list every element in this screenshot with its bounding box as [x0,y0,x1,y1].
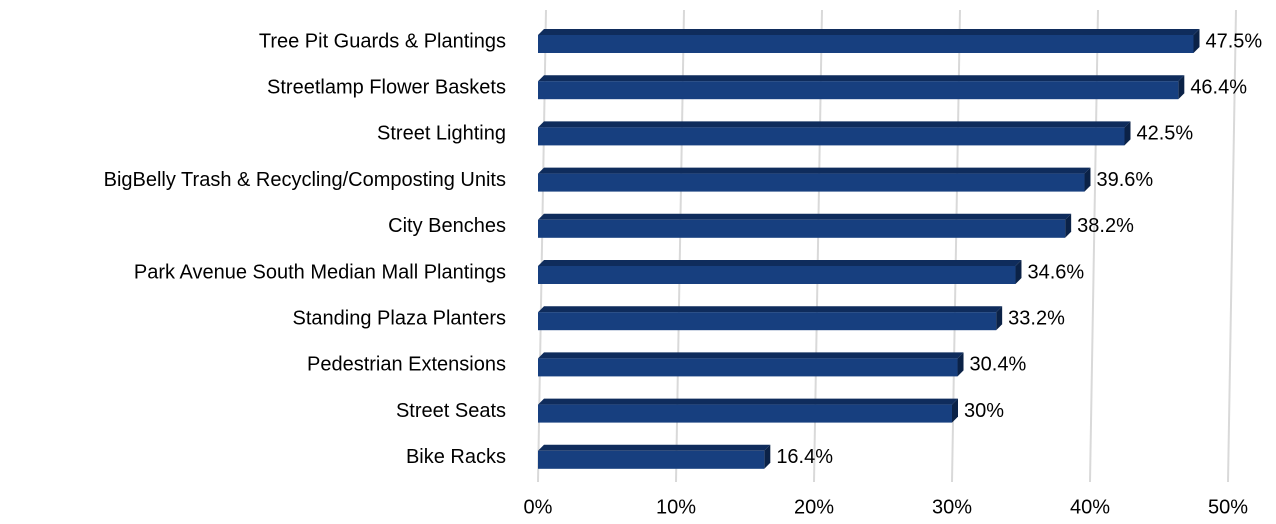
gridline-50 [1227,9,1237,483]
bar-front-face [538,127,1125,146]
bar-side-face [952,398,958,423]
bar-top-face [538,352,964,359]
value-label: 30% [964,400,1004,422]
bar-top-face [538,444,771,451]
bar [538,398,958,423]
bar-side-face [1178,75,1185,100]
bar-side-face [1084,167,1091,192]
bar-side-face [764,444,771,469]
bar-top-face [538,306,1003,313]
bar [538,29,1200,53]
bar-top-face [538,29,1200,35]
x-tick-label: 10% [656,496,696,518]
category-label: Street Seats [396,400,506,422]
bar-top-face [538,260,1022,266]
value-label: 30.4% [970,354,1027,376]
bar-front-face [538,266,1016,284]
bar [538,444,771,469]
bar-top-face [538,398,958,405]
category-label: BigBelly Trash & Recycling/Composting Un… [104,169,506,191]
bar-side-face [957,352,964,377]
bar [538,167,1091,192]
bar-top-face [538,167,1091,174]
bar-top-face [538,213,1072,220]
value-label: 47.5% [1206,30,1263,52]
bar [538,352,964,377]
bar [538,75,1185,100]
value-label: 38.2% [1077,215,1134,237]
category-label: Standing Plaza Planters [293,307,506,329]
value-label: 16.4% [776,446,833,468]
bar-front-face [538,81,1179,100]
value-label: 34.6% [1027,261,1084,283]
bar-front-face [538,219,1066,238]
bar-side-face [1015,260,1022,284]
bar-side-face [1193,29,1200,53]
bar-front-face [538,173,1085,192]
x-axis-ticks: 0% 10% 20% 30% 40% 50% [524,496,1249,518]
bar-front-face [538,358,958,377]
bar-front-face [538,404,952,423]
category-label: City Benches [388,215,506,237]
bar-front-face [538,35,1194,53]
category-label: Tree Pit Guards & Plantings [259,30,506,52]
category-label: Pedestrian Extensions [307,354,506,376]
category-label: Streetlamp Flower Baskets [267,76,506,98]
value-label: 42.5% [1137,123,1194,145]
bar [538,213,1072,238]
value-label: 33.2% [1008,307,1065,329]
x-tick-label: 50% [1208,496,1248,518]
bar-top-face [538,75,1185,82]
bar [538,121,1131,146]
value-label: 46.4% [1190,76,1247,98]
x-tick-label: 20% [794,496,834,518]
x-tick-label: 40% [1070,496,1110,518]
bar-front-face [538,312,997,331]
bar-top-face [538,121,1131,128]
bars [538,29,1200,469]
category-labels: Tree Pit Guards & Plantings Streetlamp Fl… [104,30,506,468]
bar-side-face [996,306,1003,331]
bar [538,260,1022,284]
bar-front-face [538,450,765,469]
x-tick-label: 0% [524,496,553,518]
category-label: Park Avenue South Median Mall Plantings [134,261,506,283]
bar-side-face [1124,121,1131,146]
category-label: Bike Racks [406,446,506,468]
value-labels: 47.5% 46.4% 42.5% 39.6% 38.2% 34.6% 33.2% 30.4%… [776,30,1262,468]
x-tick-label: 30% [932,496,972,518]
value-label: 39.6% [1096,169,1153,191]
category-label: Street Lighting [377,123,506,145]
bar [538,306,1003,331]
bar-side-face [1065,213,1072,238]
